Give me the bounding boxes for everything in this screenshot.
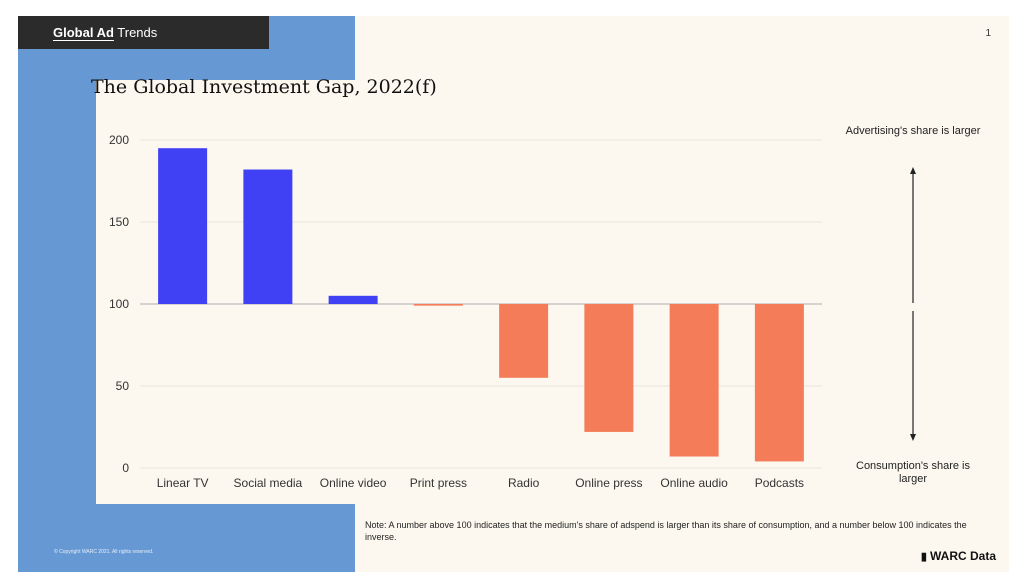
bar-online-press: [584, 304, 634, 432]
chart-note: Note: A number above 100 indicates that …: [365, 520, 967, 542]
arrow-up-head: [910, 167, 916, 174]
brand-rest: Trends: [113, 25, 158, 40]
x-category-label: Print press: [410, 476, 467, 490]
y-tick-label: 150: [109, 215, 129, 229]
x-category-label: Podcasts: [755, 476, 804, 490]
bar-print-press: [413, 304, 463, 306]
x-category-label: Online audio: [660, 476, 728, 490]
annotation-top: Advertising's share is larger: [845, 125, 981, 137]
y-axis-ticks: 0 50 100 150 200: [109, 133, 129, 475]
y-tick-label: 200: [109, 133, 129, 147]
bar-online-video: [328, 295, 378, 304]
arrow-down-head: [910, 434, 916, 441]
warc-logo: ▮ WARC Data: [921, 549, 996, 563]
page-number: 1: [985, 28, 991, 39]
logo-text: WARC Data: [929, 549, 996, 563]
y-tick-label: 100: [109, 297, 129, 311]
brand-bold: Global Ad: [53, 25, 114, 40]
direction-arrows: [910, 167, 916, 441]
bar-podcasts: [754, 304, 804, 462]
bar-chart-icon: ▮: [920, 551, 927, 563]
bar-social-media: [243, 169, 293, 304]
x-axis-labels: Linear TV Social media Online video Print p…: [157, 476, 804, 490]
x-category-label: Linear TV: [157, 476, 209, 490]
bar-linear-tv: [158, 148, 208, 304]
bar-radio: [499, 304, 549, 378]
x-category-label: Social media: [234, 476, 303, 490]
bar-online-audio: [669, 304, 719, 457]
chart-title: The Global Investment Gap, 2022(f): [91, 76, 437, 98]
bars: [158, 148, 804, 462]
x-category-label: Online press: [575, 476, 642, 490]
gridlines: [140, 139, 822, 469]
copyright-text: © Copyright WARC 2021. All rights reserv…: [54, 549, 154, 555]
y-tick-label: 50: [116, 379, 130, 393]
brand-bar: Global Ad Trends: [18, 16, 269, 49]
x-category-label: Online video: [320, 476, 387, 490]
annotation-bottom: Consumption's share is larger: [856, 460, 970, 485]
x-category-label: Radio: [508, 476, 540, 490]
y-tick-label: 0: [122, 461, 129, 475]
